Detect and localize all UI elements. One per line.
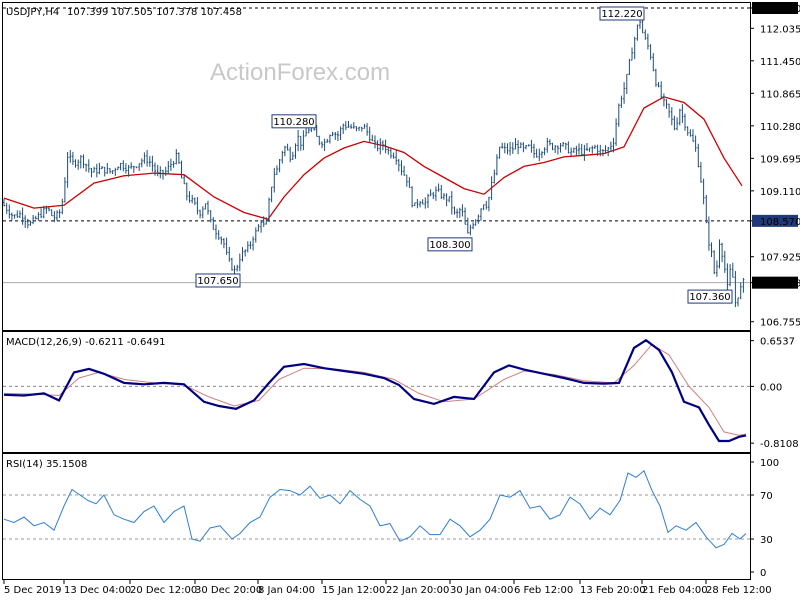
price-highlight-box bbox=[752, 214, 798, 227]
rsi-tick-label: 0 bbox=[760, 568, 766, 579]
macd-panel-frame bbox=[2, 331, 751, 453]
price-highlight-box bbox=[752, 2, 798, 14]
swing-label: 110.280 bbox=[273, 117, 314, 128]
y-tick-label: 112.035 bbox=[760, 24, 800, 35]
rsi-tick-label: 70 bbox=[760, 491, 773, 502]
y-tick-label: 106.755 bbox=[760, 318, 800, 329]
rsi-series bbox=[3, 469, 750, 549]
y-tick-label: 108.570 bbox=[760, 217, 800, 228]
price-panel-frame bbox=[2, 2, 751, 331]
macd-label: MACD(12,26,9) -0.6211 -0.6491 bbox=[6, 337, 166, 348]
swing-label-box bbox=[687, 289, 733, 304]
swing-label-box bbox=[271, 114, 317, 129]
macd-main-line bbox=[3, 338, 747, 443]
rsi-tick-label: 30 bbox=[760, 535, 773, 546]
symbol-label: USDJPY,H4 bbox=[6, 7, 59, 18]
panel-frames bbox=[2, 2, 751, 580]
x-tick-label: 28 Feb 12:00 bbox=[706, 585, 772, 596]
x-tick-label: 20 Dec 12:00 bbox=[130, 585, 197, 596]
swing-label-box bbox=[599, 6, 645, 21]
price-bars-path bbox=[3, 18, 745, 308]
x-tick-label: 30 Jan 04:00 bbox=[450, 585, 513, 596]
y-tick-label: 112.400 bbox=[760, 4, 800, 15]
rsi-axis: 100 70 30 0 bbox=[750, 458, 779, 579]
ohlc-text: 107.399 107.505 107.378 107.458 bbox=[67, 7, 242, 18]
swing-label: 108.300 bbox=[429, 240, 470, 251]
swing-label-box bbox=[195, 273, 241, 288]
macd-series bbox=[3, 338, 750, 443]
x-tick-label: 15 Jan 12:00 bbox=[322, 585, 385, 596]
x-tick-label: 6 Feb 12:00 bbox=[514, 585, 573, 596]
y-tick-label: 107.925 bbox=[760, 253, 800, 264]
y-tick-label: 111.450 bbox=[760, 57, 800, 68]
price-highlight-box bbox=[752, 276, 798, 289]
macd-signal-line bbox=[3, 343, 747, 436]
y-tick-label: 107.458 bbox=[760, 279, 800, 290]
macd-tick-label: 0.00 bbox=[760, 382, 782, 393]
rsi-line bbox=[3, 469, 747, 549]
moving-average-line bbox=[3, 96, 743, 220]
x-tick-label: 5 Dec 2019 bbox=[4, 585, 62, 596]
x-tick-label: 22 Jan 20:00 bbox=[386, 585, 449, 596]
x-tick-label: 13 Feb 20:00 bbox=[580, 585, 646, 596]
swing-label: 107.360 bbox=[689, 292, 730, 303]
price-axis: 112.400 112.035 111.450 110.865 110.280 109.6… bbox=[750, 2, 800, 329]
swing-label-box bbox=[427, 237, 473, 252]
x-tick-label: 21 Feb 04:00 bbox=[642, 585, 708, 596]
rsi-label: RSI(14) 35.1508 bbox=[6, 459, 87, 470]
x-tick-label: 8 Jan 04:00 bbox=[258, 585, 315, 596]
price-bars-series bbox=[3, 18, 745, 308]
macd-axis: 0.6537 0.00 -0.8108 bbox=[750, 337, 799, 450]
swing-label: 107.650 bbox=[197, 276, 238, 287]
rsi-tick-label: 100 bbox=[760, 458, 779, 469]
y-tick-label: 110.280 bbox=[760, 122, 800, 133]
swing-label: 112.220 bbox=[601, 9, 642, 20]
rsi-panel-frame bbox=[2, 453, 751, 580]
y-tick-label: 109.695 bbox=[760, 154, 800, 165]
y-tick-label: 110.865 bbox=[760, 89, 800, 100]
x-tick-label: 13 Dec 04:00 bbox=[64, 585, 131, 596]
watermark-text: ActionForex.com bbox=[210, 59, 390, 86]
price-level-lines bbox=[3, 7, 750, 284]
moving-average-series bbox=[3, 96, 743, 220]
x-tick-label: 30 Dec 20:00 bbox=[195, 585, 262, 596]
macd-tick-label: 0.6537 bbox=[760, 337, 795, 348]
price-annotations: 112.220 110.280 108.300 107.650 107.360 bbox=[195, 6, 733, 304]
macd-tick-label: -0.8108 bbox=[760, 439, 799, 450]
y-tick-label: 109.110 bbox=[760, 187, 800, 198]
